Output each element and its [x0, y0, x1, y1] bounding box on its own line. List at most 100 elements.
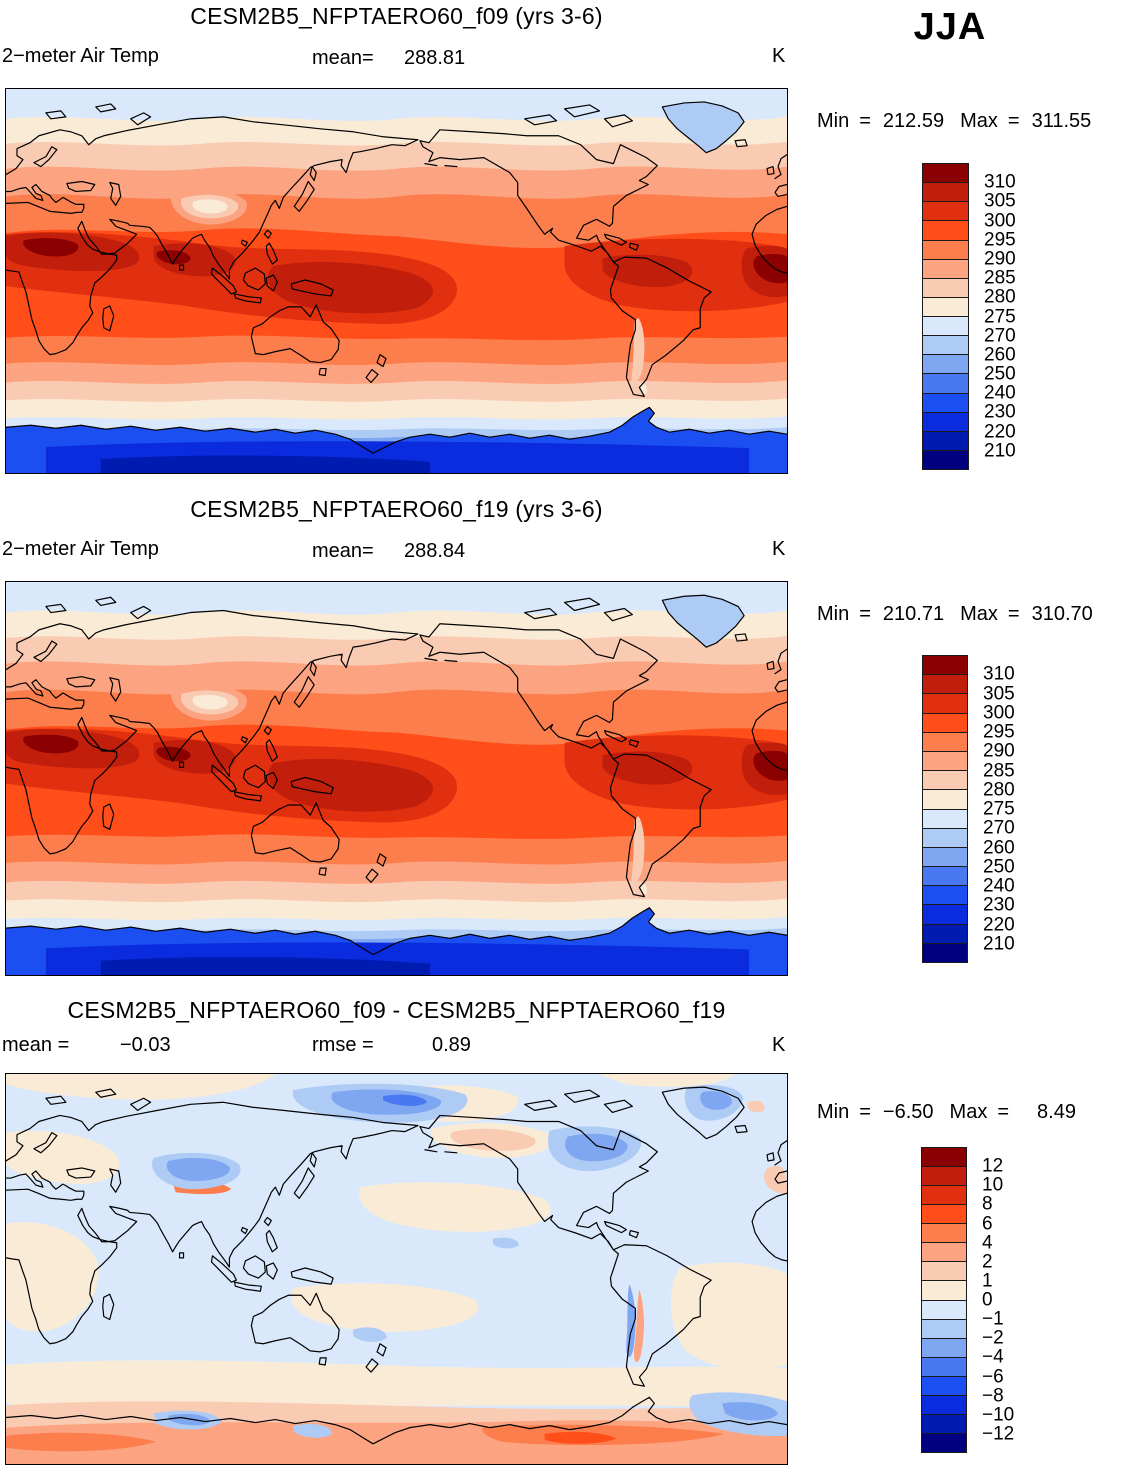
colorbar-segment: [923, 885, 967, 905]
colorbar-segment: [923, 731, 967, 751]
colorbar-tick-label: 210: [983, 933, 1015, 955]
panel1-min-label: Min: [817, 110, 850, 132]
panel1-map-canvas: [6, 89, 787, 473]
colorbar-segment: [922, 1280, 966, 1300]
panel2-units-label: K: [772, 538, 786, 560]
colorbar-tick-label: 285: [983, 760, 1015, 781]
colorbar-tick-label: 305: [984, 190, 1016, 212]
panel1-map: [5, 88, 788, 474]
colorbar-tick-label: 260: [983, 837, 1015, 858]
colorbar-tick-label: 10: [982, 1174, 1004, 1196]
colorbar-tick-label: 4: [982, 1232, 993, 1254]
colorbar-swatches: [922, 655, 968, 963]
colorbar-segment: [922, 1148, 966, 1167]
colorbar-segment: [923, 789, 967, 809]
panel3-min-value: −6.50: [882, 1101, 934, 1123]
colorbar-tick-label: 8: [982, 1193, 993, 1215]
panel2-max-label: Max: [960, 603, 998, 625]
colorbar-tick-label: 275: [983, 798, 1015, 820]
colorbar-segment: [922, 1299, 966, 1319]
panel1-mean-label: mean=: [312, 47, 374, 69]
colorbar-tick-label: 220: [983, 914, 1015, 935]
panel3-minmax-readout: Min = −6.50 Max = 8.49: [817, 1101, 1092, 1124]
colorbar-segment: [923, 674, 967, 694]
colorbar-segment: [922, 1242, 966, 1262]
colorbar-tick-label: 290: [984, 248, 1016, 270]
colorbar-tick-label: 300: [983, 702, 1015, 724]
colorbar-segment: [922, 1413, 966, 1433]
colorbar-segment: [923, 354, 968, 374]
colorbar-segment: [923, 392, 968, 412]
colorbar-tick-label: 295: [984, 229, 1016, 251]
colorbar-tick-label: 230: [984, 401, 1016, 423]
panel2-map: [5, 581, 788, 976]
panel3-title: CESM2B5_NFPTAERO60_f09 - CESM2B5_NFPTAER…: [67, 997, 726, 1023]
colorbar-segment: [923, 296, 968, 316]
colorbar-segment: [922, 1318, 966, 1338]
colorbar-segment: [923, 316, 968, 336]
panel1-max-value: 311.55: [1031, 110, 1092, 132]
colorbar-segment: [923, 335, 968, 355]
colorbar-segment: [922, 1166, 966, 1186]
colorbar-segment: [923, 693, 967, 713]
colorbar-segment: [923, 942, 967, 962]
colorbar-segment: [923, 430, 968, 450]
colorbar-segment: [922, 1204, 966, 1224]
panel3-map: [5, 1073, 788, 1465]
colorbar-segment: [923, 277, 968, 297]
colorbar-tick-label: 1: [982, 1270, 993, 1292]
panel1-mean-value: 288.81: [404, 47, 466, 69]
colorbar-tick-labels: 310 305 300 295 290 285 280 275 270 260 250 240 230 2…: [983, 655, 1053, 963]
colorbar-tick-label: −10: [982, 1404, 1015, 1426]
colorbar-tick-label: 12: [982, 1155, 1004, 1177]
panel2-variable-label: 2−meter Air Temp: [2, 538, 159, 560]
colorbar-tick-label: 305: [983, 683, 1015, 704]
colorbar-tick-label: −1: [982, 1308, 1004, 1330]
colorbar-tick-label: −2: [982, 1327, 1004, 1349]
colorbar-segment: [923, 258, 968, 278]
panel3-rmse-value: 0.89: [432, 1034, 471, 1056]
colorbar-tick-label: 2: [982, 1251, 993, 1273]
colorbar-tick-label: 290: [983, 740, 1015, 762]
colorbar-tick-label: 260: [984, 344, 1016, 366]
colorbar-tick-label: 295: [983, 721, 1015, 743]
panel3-max-value: 8.49: [1037, 1101, 1076, 1123]
colorbar-segment: [923, 239, 968, 259]
colorbar-segment: [923, 164, 968, 183]
colorbar-tick-label: 285: [984, 267, 1016, 289]
colorbar-tick-label: 275: [984, 306, 1016, 327]
panel3-min-label: Min: [817, 1101, 850, 1123]
panel1-min-value: 212.59: [882, 110, 945, 132]
panel2-min-value: 210.71: [882, 603, 945, 625]
colorbar-tick-label: 300: [984, 210, 1016, 232]
panel3-colorbar: 12 10 8 6 4 2 1 0 −1 −2 −4 −6 −8 −10 −12: [921, 1147, 1014, 1453]
colorbar-segment: [922, 1375, 966, 1395]
colorbar-tick-label: 280: [983, 779, 1015, 801]
panel2-minmax-readout: Min = 210.71 Max = 310.70: [817, 603, 1109, 626]
colorbar-tick-label: 250: [984, 363, 1016, 385]
equals-sign: =: [997, 1101, 1010, 1123]
colorbar-segment: [923, 866, 967, 886]
colorbar-segment: [922, 1432, 966, 1452]
colorbar-tick-label: 310: [983, 663, 1015, 685]
colorbar-segment: [922, 1223, 966, 1243]
colorbar-tick-label: 6: [982, 1213, 993, 1234]
colorbar-tick-labels: 12 10 8 6 4 2 1 0 −1 −2 −4 −6 −8 −10 −12: [982, 1147, 1052, 1453]
panel1-colorbar: 310 305 300 295 290 285 280 275 270 260 250 240 230 2…: [922, 163, 1016, 470]
panel3-mean-value: −0.03: [120, 1034, 171, 1056]
equals-sign: =: [859, 603, 871, 625]
colorbar-segment: [923, 220, 968, 240]
colorbar-segment: [923, 923, 967, 943]
colorbar-swatches: [922, 163, 969, 470]
equals-sign: =: [1007, 603, 1020, 625]
panel3-mean-label: mean =: [2, 1034, 70, 1056]
colorbar-tick-label: −4: [982, 1346, 1004, 1368]
colorbar-tick-label: 270: [984, 325, 1016, 347]
colorbar-tick-label: 0: [982, 1289, 993, 1311]
colorbar-tick-label: 240: [983, 875, 1015, 897]
colorbar-segment: [923, 449, 968, 469]
panel1-units-label: K: [772, 45, 786, 67]
colorbar-segment: [922, 1394, 966, 1414]
colorbar-segment: [923, 201, 968, 221]
